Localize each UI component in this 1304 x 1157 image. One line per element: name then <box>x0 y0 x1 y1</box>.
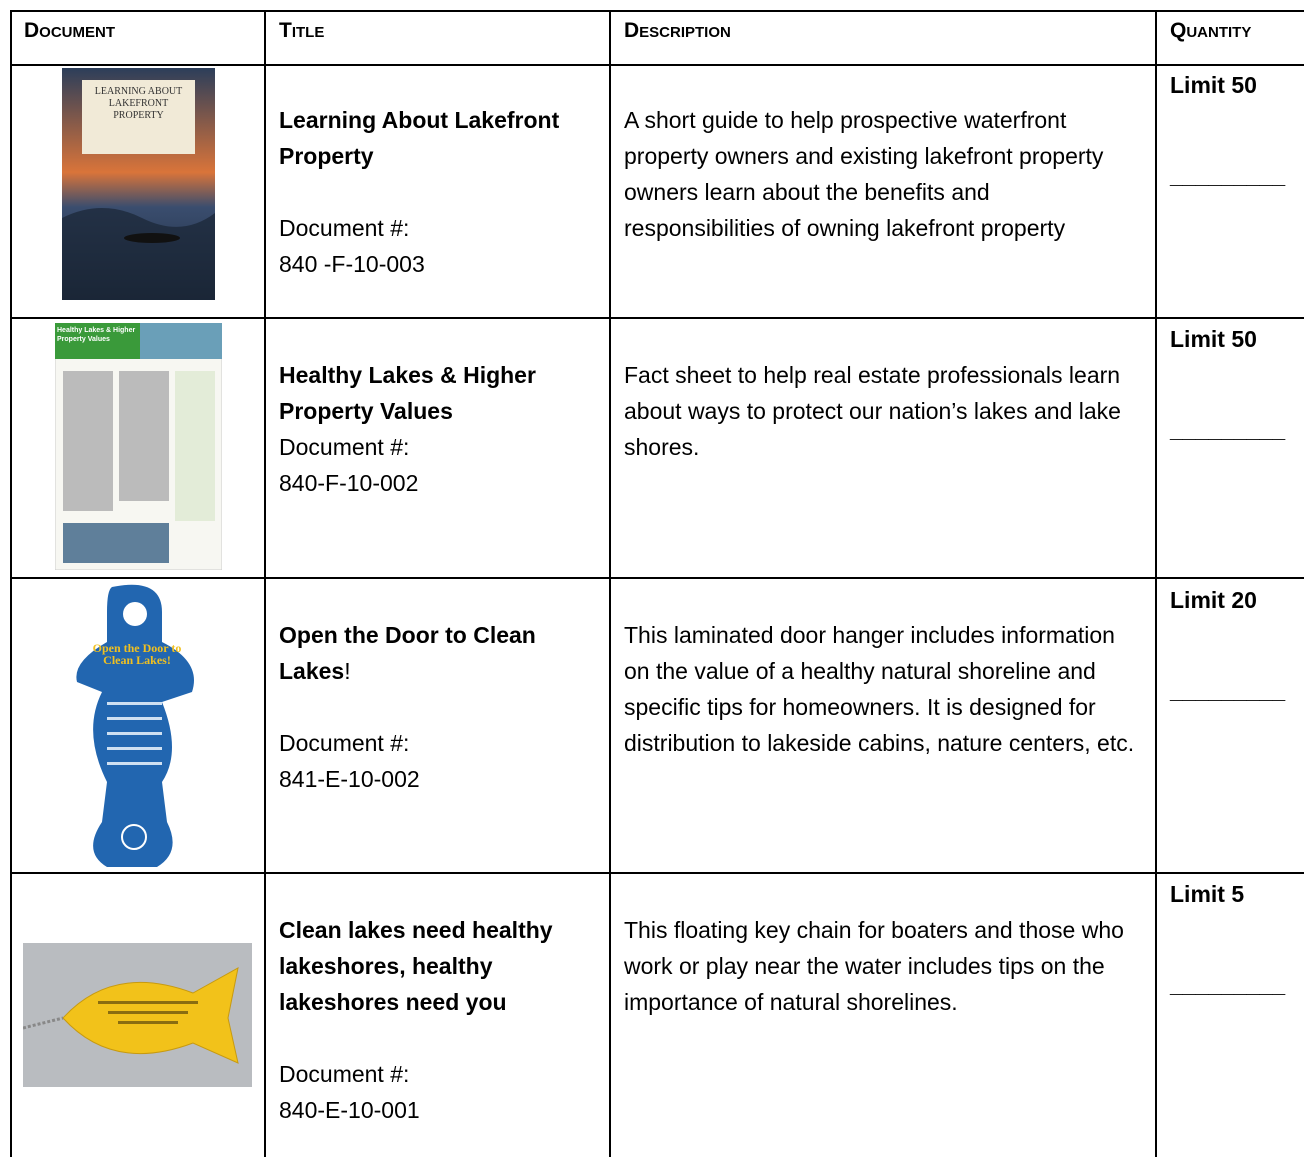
doc-label: Document #: <box>279 730 410 756</box>
description: This laminated door hanger includes info… <box>624 622 1135 756</box>
header-cell: Quantity <box>1170 19 1252 42</box>
fact-sheet: Healthy Lakes & Higher Property Values <box>55 323 222 570</box>
quantity-line: _________ <box>1170 416 1286 442</box>
door-hanger: Open the Door to Clean Lakes! <box>76 584 194 867</box>
item-title: Clean lakes need healthy lakeshores, hea… <box>279 917 553 1015</box>
doc-number: 840 -F-10-003 <box>279 251 425 277</box>
brochure-cover: LEARNING ABOUT LAKEFRONT PROPERTY <box>62 68 215 300</box>
key-chain-photo <box>23 943 252 1087</box>
cover-title: LEARNING ABOUT LAKEFRONT PROPERTY <box>94 86 183 121</box>
doc-label: Document #: <box>279 434 410 460</box>
table-border <box>10 64 1304 66</box>
table-border <box>10 872 1304 874</box>
quantity: Limit 50 <box>1170 326 1257 352</box>
hanger-title: Open the Door to Clean Lakes! <box>92 642 182 667</box>
quantity-cell: Limit 5 _________ <box>1170 876 1302 1002</box>
quantity: Limit 5 <box>1170 881 1245 907</box>
description: This floating key chain for boaters and … <box>624 917 1124 1015</box>
title-suffix: ! <box>344 658 351 684</box>
sheet-title: Healthy Lakes & Higher Property Values <box>57 327 136 343</box>
table-border <box>10 317 1304 319</box>
quantity-line: _________ <box>1170 971 1286 997</box>
doc-label: Document #: <box>279 1061 410 1087</box>
description: A short guide to help prospective waterf… <box>624 107 1104 241</box>
table-border <box>1155 10 1157 1157</box>
title-text: Open the Door to Clean Lakes <box>279 622 536 684</box>
item-title: Healthy Lakes & Higher Property Values <box>279 362 536 424</box>
title-cell: Healthy Lakes & Higher Property Values D… <box>279 357 597 501</box>
description: Fact sheet to help real estate professio… <box>624 362 1121 460</box>
quantity-line: _________ <box>1170 162 1286 188</box>
quantity-cell: Limit 50 _________ <box>1170 321 1302 447</box>
header-cell: Title <box>279 19 325 42</box>
doc-number: 841-E-10-002 <box>279 766 420 792</box>
title-cell: Clean lakes need healthy lakeshores, hea… <box>279 912 597 1128</box>
title-cell: Open the Door to Clean Lakes! Document #… <box>279 617 597 797</box>
quantity-cell: Limit 20 _________ <box>1170 582 1302 708</box>
table-border <box>264 10 266 1157</box>
header-cell: Document <box>24 19 115 42</box>
table-border <box>10 10 12 1157</box>
table-border <box>609 10 611 1157</box>
table-border <box>10 577 1304 579</box>
quantity-line: _________ <box>1170 677 1286 703</box>
item-title: Learning About Lakefront Property <box>279 107 560 169</box>
header-cell: Description <box>624 19 731 42</box>
doc-label: Document #: <box>279 215 410 241</box>
item-title: Open the Door to Clean Lakes! <box>279 617 597 689</box>
quantity: Limit 50 <box>1170 72 1257 98</box>
quantity-cell: Limit 50 _________ <box>1170 67 1302 193</box>
doc-number: 840-E-10-001 <box>279 1097 420 1123</box>
doc-number: 840-F-10-002 <box>279 470 419 496</box>
table-border <box>10 10 1304 12</box>
quantity: Limit 20 <box>1170 587 1257 613</box>
title-cell: Learning About Lakefront Property Docume… <box>279 102 597 282</box>
